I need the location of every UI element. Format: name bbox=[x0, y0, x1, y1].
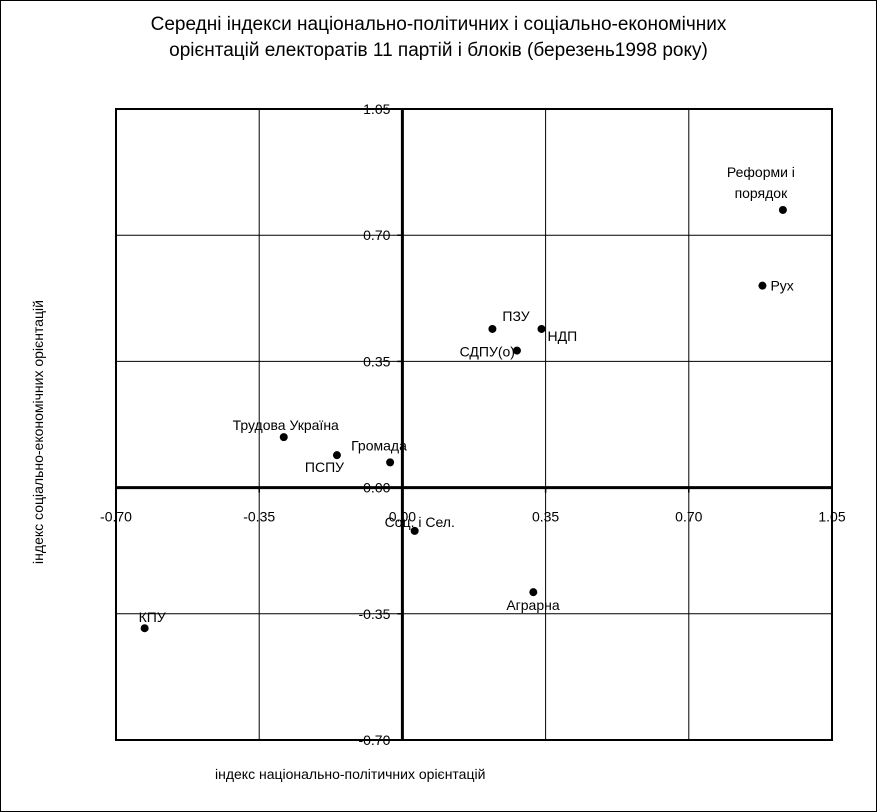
data-point bbox=[410, 526, 419, 535]
chart-title-line-2: орієнтацій електоратів 11 партій і блокі… bbox=[169, 40, 708, 61]
data-point bbox=[758, 281, 767, 290]
data-point-label: порядок bbox=[735, 185, 789, 201]
data-point bbox=[778, 205, 787, 214]
y-tick-label: -0.35 bbox=[358, 606, 390, 622]
y-tick-label: -0.70 bbox=[358, 732, 390, 748]
x-tick-label: 0.00 bbox=[389, 509, 416, 525]
plot-border bbox=[115, 108, 833, 741]
data-point bbox=[488, 324, 497, 333]
data-point-label: Громада bbox=[351, 437, 407, 453]
data-point bbox=[332, 451, 341, 460]
x-tick-label: 0.35 bbox=[532, 509, 559, 525]
data-point-label: ПЗУ bbox=[502, 308, 529, 324]
x-tick-label: 1.05 bbox=[818, 509, 845, 525]
data-point-label: СДПУ(о) bbox=[460, 344, 515, 360]
data-point-label: Соц. і Сел. bbox=[385, 514, 455, 530]
y-tick-label: 1.05 bbox=[363, 101, 390, 117]
x-tick-label: -0.70 bbox=[100, 509, 132, 525]
y-tick-label: 0.70 bbox=[363, 227, 390, 243]
data-point bbox=[279, 433, 288, 442]
data-point bbox=[140, 624, 149, 633]
data-point-label: Аграрна bbox=[506, 597, 560, 613]
data-point-label: Реформи і bbox=[727, 164, 795, 180]
y-tick-label: 0.35 bbox=[363, 353, 390, 369]
data-point bbox=[512, 346, 521, 355]
data-point-label: Трудова Україна bbox=[233, 417, 339, 433]
chart-title-line-1: Середні індекси національно-політичних і… bbox=[150, 14, 727, 35]
data-point-label: ПСПУ bbox=[305, 459, 344, 475]
x-tick-label: -0.35 bbox=[243, 509, 275, 525]
y-axis-label: індекс соціально-економічних орієнтацій bbox=[30, 300, 46, 564]
data-point bbox=[529, 588, 538, 597]
x-axis-label: індекс національно-політичних орієнтацій bbox=[215, 766, 486, 782]
data-point-label: Рух bbox=[770, 278, 793, 294]
data-point-label: КПУ bbox=[139, 609, 166, 625]
data-point bbox=[386, 458, 395, 467]
chart-title: Середні індекси національно-політичних і… bbox=[0, 12, 877, 64]
data-point bbox=[537, 324, 546, 333]
y-tick-label: 0.00 bbox=[363, 480, 390, 496]
x-tick-label: 0.70 bbox=[675, 509, 702, 525]
data-point-label: НДП bbox=[548, 328, 578, 344]
